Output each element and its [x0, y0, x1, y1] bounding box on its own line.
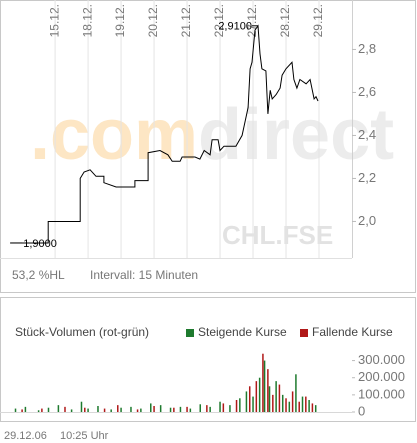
- legend-swatch: [300, 329, 308, 337]
- volume-bar: [219, 401, 221, 412]
- volume-bar: [87, 408, 89, 412]
- volume-bar: [314, 405, 317, 412]
- y-tick-label: 200.000: [358, 369, 405, 384]
- volume-bar: [311, 403, 314, 412]
- volume-bar: [239, 398, 241, 412]
- volume-bar: [275, 381, 277, 412]
- symbol-watermark: CHL.FSE: [222, 220, 333, 250]
- volume-bar: [57, 405, 60, 412]
- volume-bar: [285, 398, 287, 412]
- volume-bar: [278, 384, 281, 412]
- footer-date: 29.12.06: [4, 430, 47, 442]
- footer-time: 10:25 Uhr: [60, 430, 109, 442]
- volume-bar: [37, 410, 40, 412]
- x-tick-label: 21.12.: [179, 4, 193, 37]
- volume-bar: [222, 403, 225, 412]
- price-line: [10, 24, 319, 244]
- x-tick-label: 18.12.: [80, 4, 94, 37]
- legend-label: Steigende Kurse: [198, 325, 287, 339]
- x-tick-label: 22.12.: [212, 4, 226, 37]
- volume-bar: [301, 396, 304, 412]
- volume-title: Stück-Volumen (rot-grün): [15, 325, 149, 339]
- volume-bar: [255, 381, 258, 412]
- volume-bar: [153, 406, 155, 412]
- y-tick-label: 2,2: [358, 170, 376, 185]
- volume-bar: [80, 401, 83, 412]
- volume-bar: [272, 394, 274, 412]
- volume-bar: [258, 377, 261, 412]
- volume-bar: [209, 406, 211, 412]
- watermark: .comdirect: [30, 95, 394, 175]
- volume-bar: [41, 408, 43, 412]
- legend-label: Fallende Kurse: [312, 325, 393, 339]
- x-tick-label: 19.12.: [113, 4, 127, 37]
- x-tick-label: 20.12.: [146, 4, 160, 37]
- volume-panel: [0, 297, 416, 422]
- volume-bar: [263, 360, 266, 412]
- volume-bar: [267, 369, 269, 412]
- volume-bar: [140, 408, 142, 412]
- volume-bar: [189, 408, 192, 412]
- volume-bar: [173, 407, 175, 412]
- volume-bar: [179, 406, 182, 412]
- annotation-label: 2,9100: [218, 21, 252, 33]
- volume-bar: [248, 386, 251, 412]
- volume-bar: [120, 407, 122, 412]
- watermark-direct: direct: [198, 95, 394, 175]
- volume-bar: [252, 396, 254, 412]
- watermark-com: .com: [30, 95, 198, 175]
- legend-swatch: [186, 329, 194, 337]
- volume-bar: [288, 401, 291, 412]
- volume-bar: [235, 400, 238, 412]
- volume-bar: [47, 407, 50, 412]
- volume-bar: [262, 353, 264, 412]
- volume-bar: [305, 396, 307, 412]
- annotation-label: 1,9000: [23, 238, 57, 250]
- volume-bar: [117, 405, 119, 412]
- volume-bar: [103, 408, 106, 412]
- volume-bar: [130, 406, 132, 412]
- price-panel: [0, 0, 416, 293]
- volume-bar: [268, 386, 271, 412]
- volume-bar: [169, 407, 172, 412]
- x-tick-label: 29.12.: [311, 4, 325, 37]
- volume-bar: [291, 391, 294, 412]
- volume-bar: [206, 405, 208, 412]
- interval-label: Intervall: 15 Minuten: [90, 268, 198, 282]
- y-tick-label: 2,6: [358, 84, 376, 99]
- volume-bar: [84, 407, 86, 412]
- y-tick-label: 100.000: [358, 386, 405, 401]
- volume-bar: [14, 408, 17, 412]
- volume-bar: [281, 394, 284, 412]
- volume-bar: [70, 409, 73, 412]
- y-tick-label: 2,0: [358, 213, 376, 228]
- y-tick-label: 300.000: [358, 352, 405, 367]
- volume-bar: [21, 409, 23, 412]
- volume-bar: [24, 406, 27, 412]
- volume-bar: [199, 404, 201, 412]
- volume-bar: [97, 406, 99, 412]
- volume-bar: [186, 406, 188, 412]
- volume-bar: [159, 405, 162, 412]
- x-tick-label: 15.12.: [47, 4, 61, 37]
- volume-bar: [295, 374, 297, 412]
- y-tick-label: 2,8: [358, 41, 376, 56]
- volume-bar: [298, 401, 300, 412]
- volume-bar: [64, 406, 66, 412]
- volume-bar: [229, 405, 231, 412]
- volume-bar: [245, 391, 248, 412]
- x-tick-label: 28.12.: [278, 4, 292, 37]
- y-tick-label: 0: [358, 403, 365, 418]
- volume-bar: [136, 409, 139, 412]
- volume-bar: [150, 403, 152, 412]
- volume-bar: [110, 409, 112, 412]
- volume-bar: [308, 400, 310, 412]
- range-label: 53,2 %HL: [12, 268, 65, 282]
- y-tick-label: 2,4: [358, 127, 376, 142]
